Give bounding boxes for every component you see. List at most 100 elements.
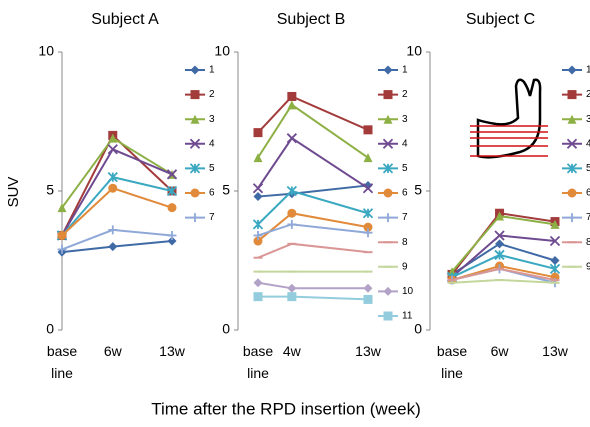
legend-label: 8	[402, 237, 408, 248]
marker	[550, 256, 560, 265]
marker	[107, 144, 118, 155]
marker	[362, 183, 374, 194]
legend-label: 4	[209, 138, 215, 149]
marker	[363, 294, 373, 304]
x-tick-label: base line	[242, 343, 274, 381]
legend-label: 2	[209, 89, 215, 100]
marker	[190, 188, 200, 198]
marker	[167, 203, 177, 213]
marker	[566, 163, 578, 174]
marker	[363, 125, 373, 135]
x-tick-label-box: 13w	[159, 343, 185, 359]
marker	[549, 263, 561, 274]
series-line	[257, 281, 368, 290]
x-tick-label: base line	[436, 343, 468, 381]
marker	[363, 283, 373, 293]
marker	[287, 208, 297, 218]
marker	[287, 91, 297, 101]
marker	[253, 278, 263, 288]
y-tick-label: 10	[406, 43, 422, 59]
marker	[253, 236, 263, 246]
marker	[253, 128, 263, 138]
series-line	[258, 295, 369, 301]
legend-label: 5	[402, 163, 408, 174]
y-tick-label: 5	[46, 182, 54, 198]
legend-label: 1	[586, 65, 590, 76]
x-tick-label-box: 13w	[355, 343, 381, 359]
marker	[253, 153, 263, 163]
marker	[363, 228, 373, 238]
marker	[189, 138, 201, 149]
marker	[287, 292, 297, 302]
marker	[567, 114, 577, 124]
legend-label: 7	[402, 212, 408, 223]
marker	[494, 249, 505, 261]
x-axis-label: Time after the RPD insertion (week)	[151, 399, 421, 418]
marker	[286, 133, 297, 144]
x-tick-label-box: 6w	[490, 343, 509, 359]
x-tick-label: 13w	[355, 343, 381, 359]
legend-label: 6	[402, 188, 408, 199]
marker	[383, 311, 393, 321]
legend-label: 7	[209, 212, 215, 223]
legend-label: 10	[402, 286, 414, 297]
marker	[57, 244, 67, 254]
marker	[166, 185, 178, 197]
marker	[252, 219, 264, 230]
marker	[253, 292, 263, 302]
series-line	[61, 148, 173, 236]
x-tick-label: base line	[46, 343, 78, 381]
marker	[189, 163, 201, 174]
series-line	[61, 187, 173, 237]
chart-title: Subject A	[91, 11, 159, 28]
marker	[383, 114, 393, 124]
x-tick-label-box: 4w	[282, 343, 301, 359]
marker	[494, 230, 505, 241]
marker	[167, 236, 177, 246]
legend-label: 2	[402, 89, 408, 100]
marker	[190, 65, 200, 75]
series-line	[257, 95, 369, 134]
marker	[108, 225, 118, 235]
legend-label: 3	[209, 114, 215, 125]
marker	[108, 183, 118, 193]
legend-label: 5	[586, 163, 590, 174]
legend-label: 6	[586, 188, 590, 199]
section-lines	[470, 125, 548, 157]
marker	[57, 230, 67, 240]
marker	[286, 185, 297, 197]
legend-label: 3	[586, 114, 590, 125]
x-tick-label: 4w	[282, 343, 301, 359]
series-line	[257, 223, 369, 237]
marker	[108, 242, 118, 252]
legend-label: 9	[586, 261, 590, 272]
legend-label: 8	[586, 237, 590, 248]
marker	[567, 65, 577, 75]
marker	[166, 169, 178, 180]
x-tick-label: 13w	[542, 343, 568, 359]
legend-label: 3	[402, 114, 408, 125]
chart-title: Subject C	[466, 11, 535, 28]
marker	[383, 213, 393, 223]
marker	[383, 65, 393, 75]
x-tick-label-box: base line	[436, 343, 468, 381]
y-tick-label: 5	[414, 182, 422, 198]
jaw-illustration	[476, 78, 542, 159]
legend-label: 7	[586, 212, 590, 223]
marker	[363, 222, 373, 232]
marker	[287, 283, 297, 293]
marker	[566, 138, 578, 149]
legend-label: 6	[209, 188, 215, 199]
marker	[567, 188, 577, 198]
legend-label: 1	[209, 65, 215, 76]
marker	[362, 208, 374, 219]
x-tick-label-box: base line	[46, 343, 78, 381]
x-tick-label: 6w	[490, 343, 509, 359]
marker	[567, 213, 577, 223]
marker	[495, 211, 505, 221]
y-tick-label: 10	[214, 43, 230, 59]
x-tick-label-box: 6w	[104, 343, 122, 359]
y-tick-label: 0	[414, 321, 422, 337]
marker	[383, 188, 393, 198]
